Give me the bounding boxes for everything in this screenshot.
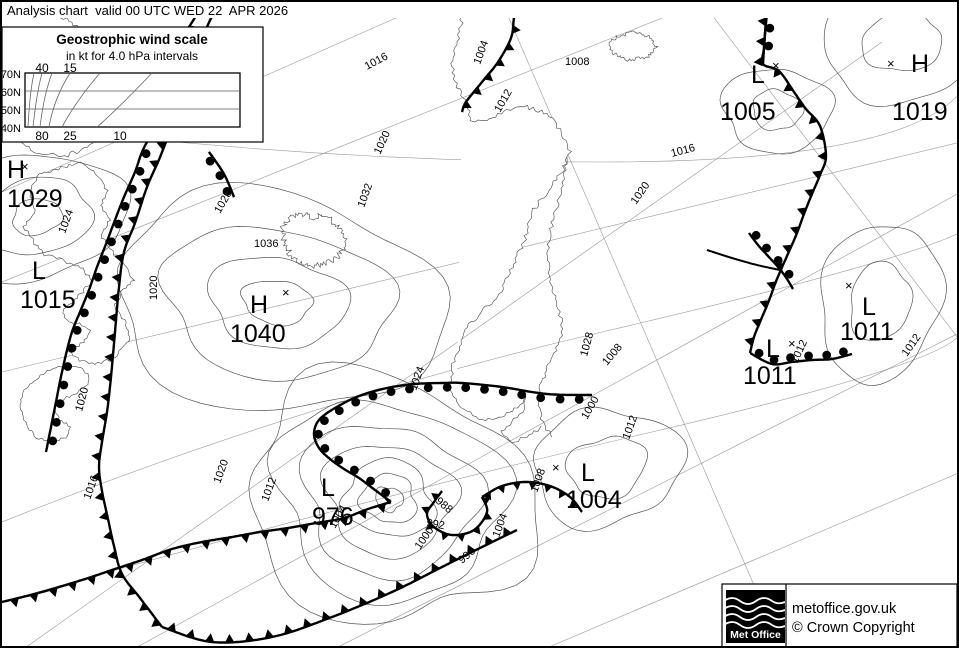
svg-text:© Crown Copyright: © Crown Copyright xyxy=(792,620,915,636)
svg-text:1028: 1028 xyxy=(212,188,235,215)
svg-text:L: L xyxy=(32,257,46,285)
svg-text:×: × xyxy=(845,278,853,293)
svg-text:×: × xyxy=(21,159,29,174)
svg-text:10: 10 xyxy=(113,129,127,143)
svg-text:40N: 40N xyxy=(2,123,21,135)
svg-text:1004: 1004 xyxy=(566,486,622,514)
svg-text:Geostrophic wind scale: Geostrophic wind scale xyxy=(56,32,208,47)
svg-text:1020: 1020 xyxy=(629,180,653,207)
svg-text:40: 40 xyxy=(35,61,49,75)
svg-text:metoffice.gov.uk: metoffice.gov.uk xyxy=(792,601,897,617)
svg-text:×: × xyxy=(282,285,290,300)
svg-text:1028: 1028 xyxy=(578,331,596,358)
svg-text:1029: 1029 xyxy=(7,185,63,213)
svg-text:1020: 1020 xyxy=(212,458,232,485)
svg-text:1012: 1012 xyxy=(621,414,641,441)
svg-text:1008: 1008 xyxy=(565,56,589,68)
svg-text:70N: 70N xyxy=(2,69,21,81)
svg-text:25: 25 xyxy=(63,129,77,143)
svg-text:1005: 1005 xyxy=(720,98,776,126)
svg-text:50N: 50N xyxy=(2,105,21,117)
svg-text:1020: 1020 xyxy=(148,276,160,300)
svg-text:L: L xyxy=(862,293,876,321)
svg-text:×: × xyxy=(384,494,392,509)
svg-text:80: 80 xyxy=(35,129,49,143)
svg-text:1008: 1008 xyxy=(529,467,549,494)
svg-text:1016: 1016 xyxy=(670,142,697,160)
svg-text:H: H xyxy=(250,291,268,319)
svg-text:1015: 1015 xyxy=(20,286,76,314)
svg-text:1011: 1011 xyxy=(743,362,797,390)
svg-text:1040: 1040 xyxy=(230,320,286,348)
svg-text:1016: 1016 xyxy=(363,51,390,73)
svg-text:in kt for 4.0 hPa intervals: in kt for 4.0 hPa intervals xyxy=(66,49,198,63)
svg-text:1032: 1032 xyxy=(356,182,376,209)
svg-text:996: 996 xyxy=(456,545,478,566)
svg-text:1012: 1012 xyxy=(900,332,924,359)
svg-text:Met Office: Met Office xyxy=(730,629,781,641)
svg-text:1008: 1008 xyxy=(600,341,625,367)
svg-text:L: L xyxy=(766,335,780,363)
svg-text:15: 15 xyxy=(63,61,77,75)
svg-text:×: × xyxy=(887,56,895,71)
svg-text:1019: 1019 xyxy=(892,98,948,126)
svg-text:1004: 1004 xyxy=(472,39,492,66)
svg-text:×: × xyxy=(552,460,560,475)
svg-text:1036: 1036 xyxy=(254,238,278,250)
svg-text:L: L xyxy=(751,61,765,89)
svg-text:H: H xyxy=(911,50,929,78)
svg-text:L: L xyxy=(581,459,595,487)
svg-text:1011: 1011 xyxy=(840,318,894,346)
svg-text:Analysis chart valid 00 UTC W: Analysis chart valid 00 UTC WED 22 APR 2… xyxy=(7,3,288,18)
svg-text:60N: 60N xyxy=(2,87,21,99)
svg-text:×: × xyxy=(772,58,780,73)
svg-text:L: L xyxy=(321,474,335,502)
